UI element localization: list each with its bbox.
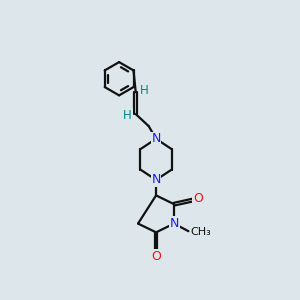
Text: N: N: [152, 173, 161, 186]
Text: H: H: [123, 109, 132, 122]
Text: O: O: [151, 250, 161, 262]
Text: O: O: [193, 192, 203, 206]
Text: N: N: [169, 217, 179, 230]
Text: H: H: [140, 85, 149, 98]
Text: N: N: [152, 132, 161, 145]
Text: CH₃: CH₃: [190, 227, 211, 237]
